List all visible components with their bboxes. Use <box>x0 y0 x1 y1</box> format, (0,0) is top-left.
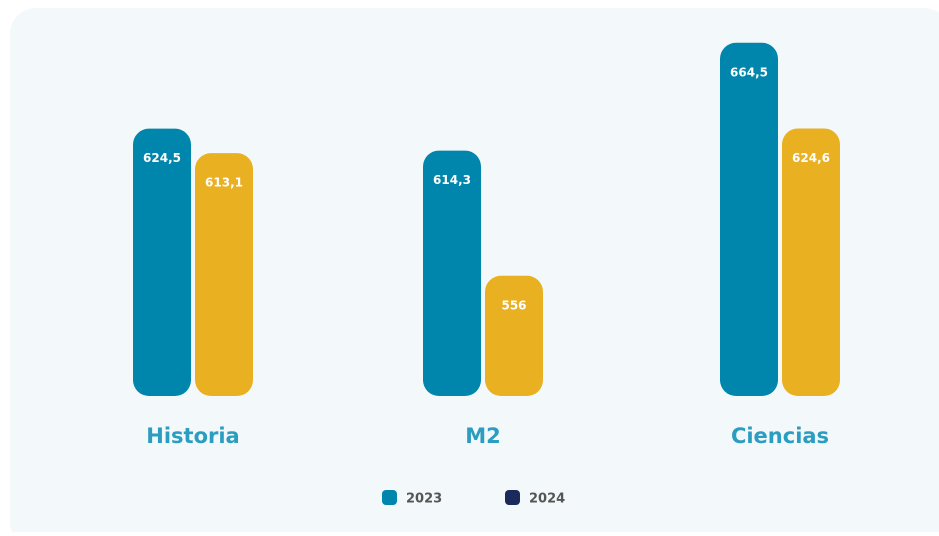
value-label: 624,5 <box>143 151 181 165</box>
bar <box>720 42 778 396</box>
legend-swatch <box>505 490 520 505</box>
value-label: 614,3 <box>433 173 471 187</box>
x-tick-label: Historia <box>146 424 239 448</box>
bar <box>133 128 191 396</box>
bar <box>485 275 543 396</box>
value-label: 556 <box>501 298 526 312</box>
bar <box>195 153 253 396</box>
x-tick-label: Ciencias <box>731 424 829 448</box>
legend-label: 2024 <box>529 492 565 507</box>
bar <box>782 128 840 396</box>
value-label: 664,5 <box>730 65 768 79</box>
bar <box>423 150 481 396</box>
value-label: 613,1 <box>205 176 243 190</box>
x-tick-label: M2 <box>465 424 501 448</box>
legend-swatch <box>382 490 397 505</box>
legend-label: 2023 <box>406 492 442 507</box>
value-label: 624,6 <box>792 151 830 165</box>
